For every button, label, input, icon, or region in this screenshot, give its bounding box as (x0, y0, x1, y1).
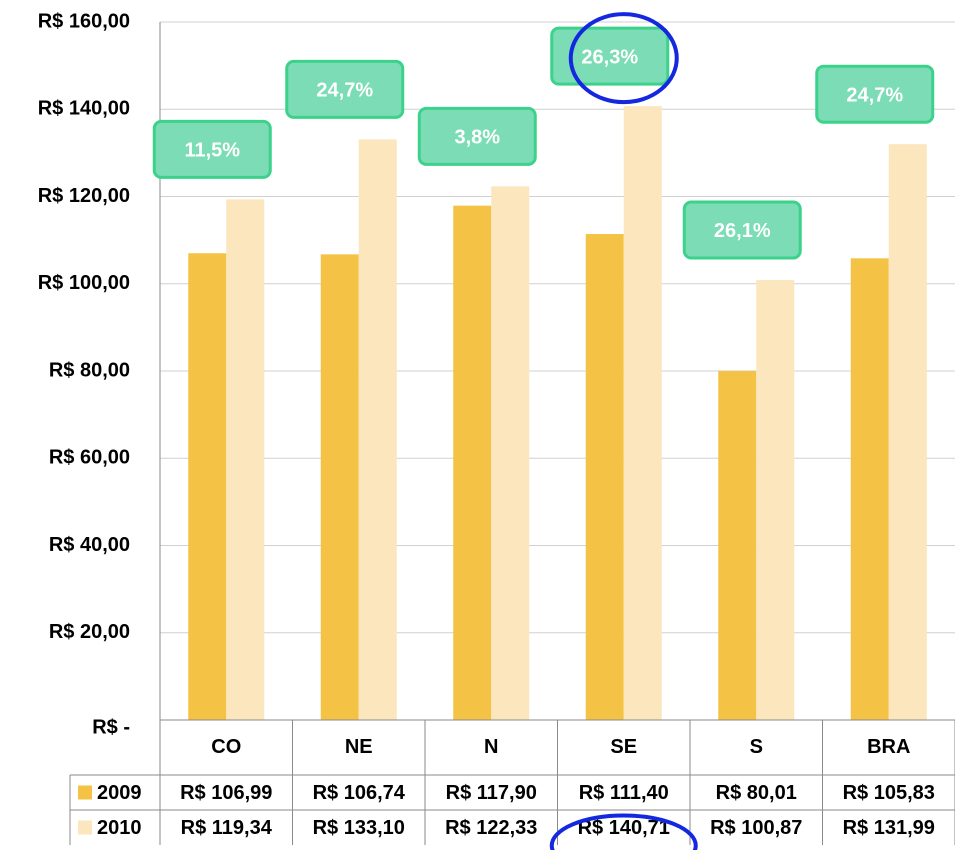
legend-label: 2010 (97, 817, 142, 839)
legend-swatch (78, 785, 92, 800)
bar (623, 106, 662, 720)
x-tick-label: NE (345, 736, 373, 758)
annotation-box (152, 119, 272, 179)
annotation: 24,7% (846, 84, 903, 106)
annotation-box (815, 64, 935, 124)
bar (718, 370, 757, 720)
bar (226, 199, 265, 720)
annotation: 3,8% (454, 127, 500, 149)
data-label: R$ 122,33 (445, 817, 537, 839)
x-tick-label: SE (610, 736, 637, 758)
annotation-box (417, 106, 537, 166)
highlight-circle (568, 12, 679, 105)
data-label: R$ 131,99 (843, 817, 935, 839)
data-label: R$ 133,10 (313, 817, 405, 839)
data-label: R$ 80,01 (716, 782, 797, 804)
x-tick-label: BRA (867, 736, 910, 758)
legend-swatch (78, 820, 92, 835)
x-tick-label: S (750, 736, 763, 758)
data-label: R$ 106,74 (313, 782, 406, 804)
data-label: R$ 117,90 (446, 782, 537, 804)
y-tick-label: R$ 140,00 (38, 98, 130, 120)
bar (585, 234, 624, 720)
x-tick-label: N (484, 736, 498, 758)
data-label: R$ 140,71 (578, 817, 670, 839)
legend-label: 2009 (97, 782, 142, 804)
highlight-circle (549, 813, 698, 850)
bar (453, 205, 492, 720)
y-tick-label: R$ 40,00 (49, 534, 130, 556)
bar (491, 186, 530, 720)
annotation-box (550, 26, 670, 86)
annotation: 11,5% (184, 140, 240, 162)
y-tick-label: R$ 20,00 (49, 621, 130, 643)
annotation: 26,3% (581, 46, 638, 68)
y-tick-label: R$ 160,00 (38, 10, 130, 32)
annotation: 24,7% (316, 80, 373, 102)
data-label: R$ 111,40 (579, 782, 669, 804)
data-label: R$ 100,87 (710, 817, 802, 839)
annotation: 26,1% (714, 220, 771, 242)
bar (188, 253, 227, 721)
x-tick-label: CO (211, 736, 241, 758)
annotation-box (285, 59, 405, 119)
y-tick-label: R$ - (92, 716, 130, 738)
bar (756, 279, 795, 720)
bar (320, 254, 359, 721)
y-tick-label: R$ 100,00 (38, 272, 130, 294)
bar (850, 258, 889, 720)
annotation-box (682, 200, 802, 260)
y-tick-label: R$ 60,00 (49, 447, 130, 469)
data-label: R$ 119,34 (181, 817, 273, 839)
bar (888, 144, 927, 721)
data-label: R$ 105,83 (843, 782, 935, 804)
y-tick-label: R$ 80,00 (49, 359, 130, 381)
bar (358, 139, 397, 720)
y-tick-label: R$ 120,00 (38, 185, 130, 207)
data-label: R$ 106,99 (180, 782, 272, 804)
